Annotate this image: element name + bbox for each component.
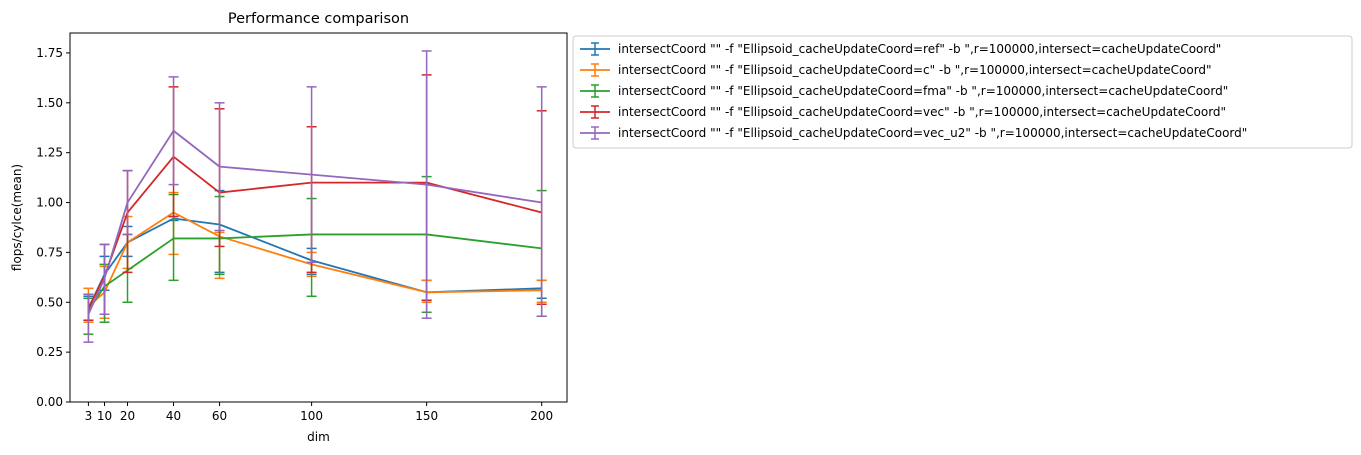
y-tick-label: 1.75 [36,46,63,60]
y-tick-label: 1.50 [36,96,63,110]
x-tick-label: 10 [97,409,112,423]
x-tick-label: 20 [120,409,135,423]
y-tick-label: 1.25 [36,146,63,160]
x-tick-label: 60 [212,409,227,423]
y-tick-label: 0.50 [36,295,63,309]
plot-area-frame [69,32,568,403]
legend-box [572,35,1353,149]
series-4 [83,74,547,321]
chart-title: Performance comparison [228,11,409,27]
legend-entry-label: intersectCoord "" -f "Ellipsoid_cacheUpd… [618,63,1212,77]
x-tick-label: 3 [85,409,93,423]
legend-entry-label: intersectCoord "" -f "Ellipsoid_cacheUpd… [618,126,1247,140]
x-tick-label: 150 [415,409,438,423]
series-line [87,129,542,315]
x-tick-label: 100 [300,409,323,423]
x-tick-label: 200 [530,409,553,423]
series-line [87,233,542,311]
legend-entry-label: intersectCoord "" -f "Ellipsoid_cacheUpd… [618,105,1226,119]
legend: intersectCoord "" -f "Ellipsoid_cacheUpd… [572,35,1353,149]
y-tick-label: 0.25 [36,345,63,359]
y-tick-label: 0.00 [36,395,63,409]
x-axis-label: dim [307,430,330,444]
legend-entry-label: intersectCoord "" -f "Ellipsoid_cacheUpd… [618,84,1228,98]
series-line [87,155,542,309]
y-tick-label: 0.75 [36,245,63,259]
y-axis-label: flops/cylce(mean) [10,164,24,271]
legend-entry-label: intersectCoord "" -f "Ellipsoid_cacheUpd… [618,42,1221,56]
y-tick-label: 1.00 [36,196,63,210]
axes: 3 10 20 40 60 100 150 200 0.00 0.25 0.50 0.75 1.00 1.… [36,46,553,423]
series-1 [83,189,547,321]
series-layer [83,50,547,343]
series-2 [83,191,547,323]
series-line [87,217,542,309]
series-5 [83,50,547,343]
x-tick-label: 40 [166,409,181,423]
series-3 [83,175,547,335]
